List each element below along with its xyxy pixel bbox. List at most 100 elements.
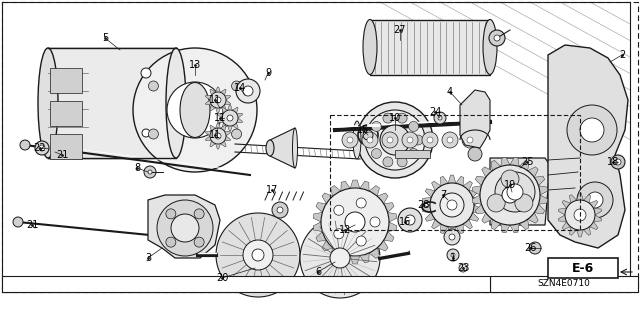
Circle shape [357,102,433,178]
Bar [490,276,638,292]
Circle shape [462,132,478,148]
Circle shape [402,132,418,148]
Polygon shape [225,136,230,141]
Polygon shape [448,227,456,235]
Text: 14: 14 [234,83,246,93]
Text: SZN4E0710: SZN4E0710 [538,279,591,288]
Circle shape [440,193,464,217]
Circle shape [447,137,453,143]
Circle shape [194,237,204,247]
Ellipse shape [353,121,361,159]
Text: E-6: E-6 [572,262,594,275]
Polygon shape [463,181,472,191]
Circle shape [407,137,413,143]
Bar [48,48,176,158]
Circle shape [236,79,260,103]
Circle shape [148,170,152,174]
Text: 11: 11 [214,113,226,123]
Circle shape [334,205,344,215]
Circle shape [444,229,460,245]
Text: 21: 21 [26,220,38,230]
Circle shape [166,237,176,247]
Polygon shape [510,157,519,167]
Polygon shape [377,241,388,251]
Circle shape [243,86,253,96]
Bar [330,115,580,230]
Bar [50,68,82,93]
Polygon shape [220,105,226,111]
Polygon shape [236,113,243,118]
Polygon shape [377,193,388,204]
Circle shape [494,35,500,41]
Polygon shape [216,108,220,113]
Circle shape [370,217,380,227]
Circle shape [611,155,625,169]
Ellipse shape [292,128,298,168]
Bar [50,101,82,126]
Circle shape [342,132,358,148]
Circle shape [215,97,221,103]
Polygon shape [440,224,448,234]
Polygon shape [369,248,380,258]
Circle shape [422,132,438,148]
Circle shape [166,209,176,219]
Circle shape [345,212,365,232]
Circle shape [367,137,373,143]
Circle shape [222,110,238,126]
Circle shape [272,202,288,218]
Polygon shape [548,45,628,248]
Polygon shape [383,203,394,212]
Polygon shape [330,186,341,196]
Circle shape [380,125,410,155]
Circle shape [144,166,156,178]
Circle shape [194,209,204,219]
Circle shape [398,208,422,232]
Circle shape [565,200,595,230]
Circle shape [347,137,353,143]
Polygon shape [589,200,598,209]
Ellipse shape [180,83,210,137]
Circle shape [383,113,393,123]
Circle shape [397,157,407,167]
Circle shape [438,116,442,120]
Circle shape [574,209,586,221]
Polygon shape [330,248,341,258]
Circle shape [371,149,381,159]
Bar [548,258,618,278]
Circle shape [382,132,398,148]
Circle shape [442,132,458,148]
Circle shape [243,240,273,270]
Polygon shape [577,193,583,200]
Circle shape [467,137,473,143]
Text: 11: 11 [209,130,221,140]
Polygon shape [218,113,223,118]
Bar [50,134,82,159]
Circle shape [434,112,446,124]
Polygon shape [216,144,220,149]
Circle shape [459,264,467,272]
Text: 12: 12 [339,225,351,235]
Polygon shape [388,212,397,222]
Text: 1: 1 [450,253,456,263]
Text: 19: 19 [504,180,516,190]
Polygon shape [491,160,500,171]
Circle shape [210,92,226,108]
Polygon shape [431,181,441,191]
Polygon shape [490,158,550,225]
Polygon shape [472,195,481,204]
Polygon shape [456,176,463,186]
Polygon shape [593,215,602,221]
Polygon shape [500,157,510,167]
Polygon shape [570,227,577,235]
Polygon shape [570,195,577,203]
Polygon shape [322,241,333,251]
Polygon shape [383,232,394,241]
Polygon shape [482,213,492,223]
Polygon shape [440,176,448,186]
Polygon shape [210,125,216,131]
Polygon shape [562,221,571,230]
Polygon shape [316,232,326,241]
Text: 21: 21 [56,150,68,160]
Text: 22: 22 [34,143,46,153]
Circle shape [489,30,505,46]
